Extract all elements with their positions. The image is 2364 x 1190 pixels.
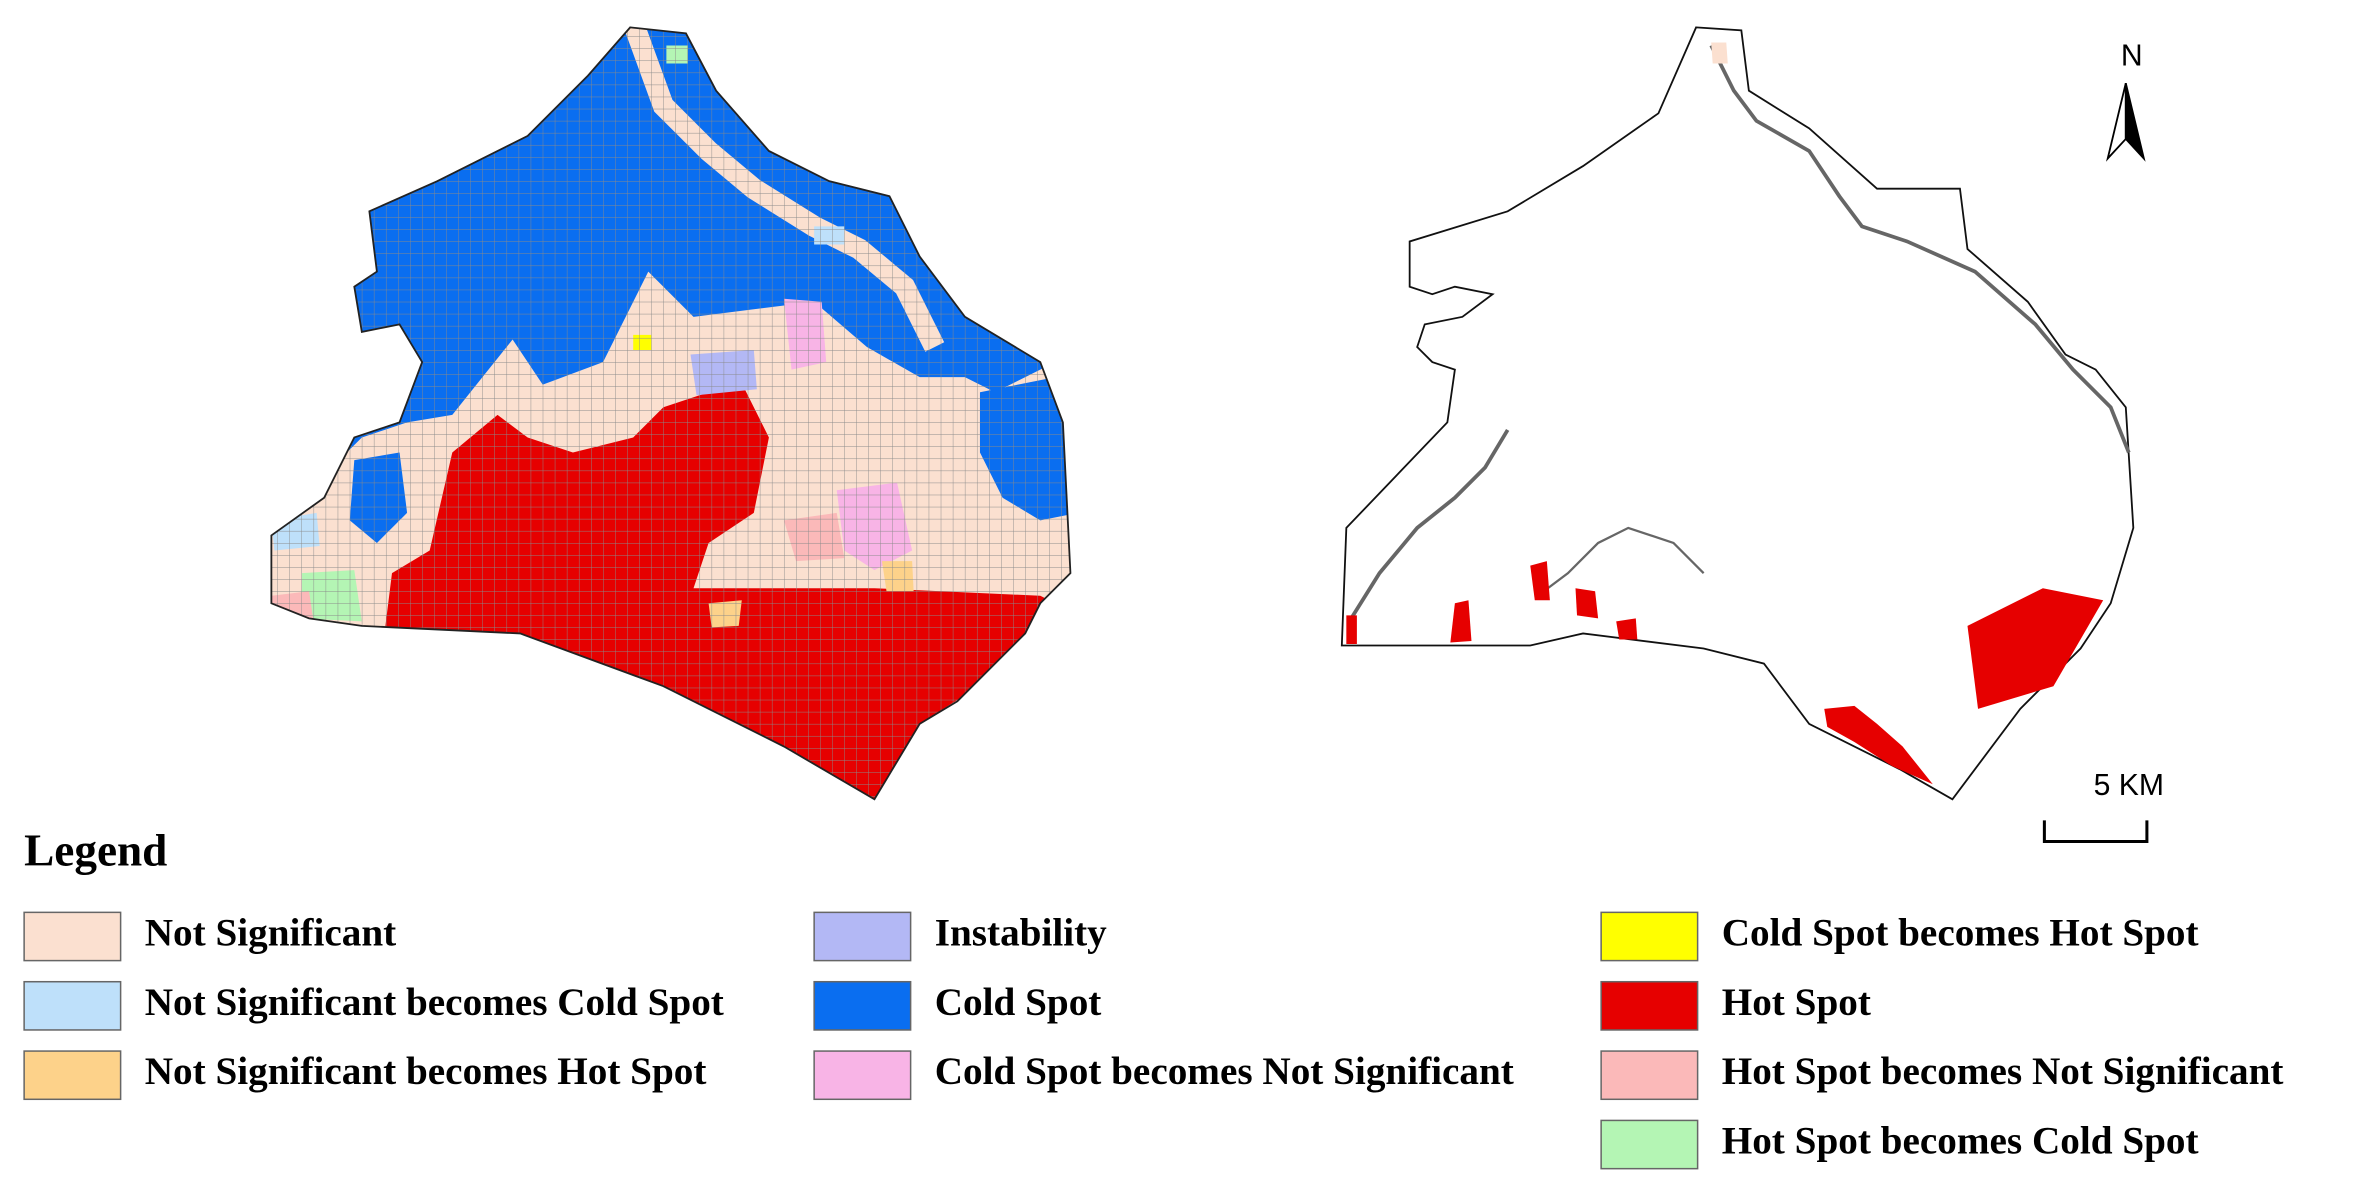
legend-label: Not Significant becomes Hot Spot bbox=[145, 1050, 707, 1093]
legend-label: Instability bbox=[935, 911, 1107, 954]
region bbox=[1711, 42, 1728, 64]
right-outline bbox=[1340, 26, 2135, 801]
legend-swatch bbox=[813, 911, 912, 962]
legend-title: Legend bbox=[24, 825, 167, 875]
scale-label: 5 KM bbox=[2094, 769, 2164, 802]
legend-label: Hot Spot becomes Not Significant bbox=[1722, 1050, 2284, 1093]
legend-swatch bbox=[1600, 911, 1699, 962]
region bbox=[1967, 588, 2104, 709]
legend-swatch bbox=[1600, 1050, 1699, 1101]
north-arrow bbox=[2124, 82, 2146, 162]
north-label: N bbox=[2121, 39, 2143, 72]
scale-bar bbox=[2042, 820, 2149, 844]
legend-label: Cold Spot becomes Not Significant bbox=[935, 1050, 1514, 1093]
river bbox=[1709, 44, 2131, 454]
legend-label: Not Significant becomes Cold Spot bbox=[145, 981, 724, 1024]
region bbox=[1530, 561, 1550, 601]
legend-swatch bbox=[23, 911, 122, 962]
region bbox=[1346, 615, 1357, 644]
legend-swatch bbox=[23, 1050, 122, 1101]
legend-swatch bbox=[1600, 980, 1699, 1031]
north-arrow bbox=[2106, 82, 2127, 162]
legend-label: Hot Spot becomes Cold Spot bbox=[1722, 1120, 2199, 1163]
river bbox=[1347, 428, 1510, 623]
legend-swatch bbox=[23, 980, 122, 1031]
legend-swatch bbox=[813, 1050, 912, 1101]
legend-swatch bbox=[1600, 1119, 1699, 1170]
region bbox=[1616, 618, 1638, 640]
river bbox=[1537, 526, 1705, 597]
legend-label: Not Significant bbox=[145, 911, 396, 954]
region bbox=[1575, 588, 1599, 619]
legend: Not Significant Not Significant becomes C… bbox=[23, 911, 2284, 1170]
region bbox=[1450, 600, 1472, 643]
region bbox=[1824, 705, 1933, 785]
legend-label: Hot Spot bbox=[1722, 981, 1871, 1024]
legend-label: Cold Spot becomes Hot Spot bbox=[1722, 911, 2199, 954]
right-map bbox=[1340, 26, 2135, 801]
legend-swatch bbox=[813, 980, 912, 1031]
legend-label: Cold Spot bbox=[935, 981, 1102, 1024]
